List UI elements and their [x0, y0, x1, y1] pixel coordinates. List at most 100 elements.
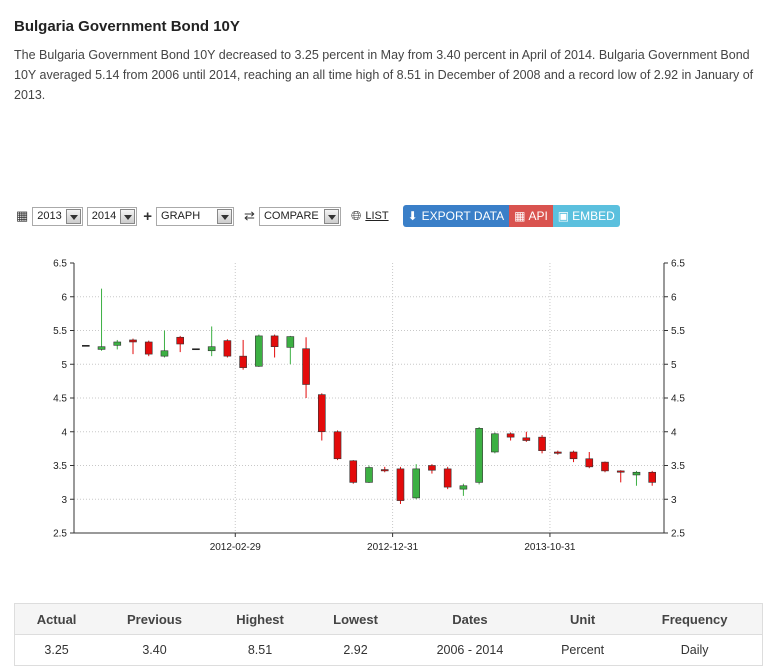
y-tick-label-right: 5: [671, 360, 677, 371]
candlestick-chart: 2.5 2.5 3 3 3.5 3.5 4 4 4.5 4.5 5 5 5.5 5.5 6 6 6.5 6.5 20…: [53, 259, 685, 551]
list-link[interactable]: LIST: [365, 210, 389, 222]
stats-header-0: Actual: [14, 603, 99, 635]
compare-value: COMPARE: [263, 210, 319, 222]
candle-body: [522, 437, 531, 441]
y-tick-label-right: 5.5: [671, 326, 685, 337]
stats-header-5: Unit: [537, 603, 628, 635]
candle-body: [349, 460, 358, 483]
export-label: EXPORT DATA: [421, 209, 505, 223]
y-tick-label-left: 5: [61, 360, 67, 371]
candle-body: [632, 471, 641, 476]
stats-header-3: Lowest: [309, 603, 402, 635]
stats-value-6: Daily: [680, 643, 709, 657]
candle-body: [396, 468, 405, 501]
calendar-icon: ▦: [16, 208, 29, 223]
chevron-down-icon: [65, 208, 81, 224]
candle-body: [270, 335, 279, 348]
y-tick-label-left: 2.5: [53, 529, 67, 540]
year-from-select[interactable]: 2013: [32, 206, 83, 226]
embed-label: EMBED: [572, 209, 615, 223]
x-tick-label: 2013-10-31: [524, 542, 576, 550]
candle-body: [333, 431, 342, 460]
candle-body: [286, 336, 295, 348]
y-tick-label-right: 4.5: [671, 394, 685, 405]
plus-icon: +: [143, 207, 153, 225]
candle-body: [648, 471, 657, 483]
download-icon: ⬇: [407, 209, 418, 223]
stats-value-5: Percent: [561, 643, 605, 657]
stats-header-1: Previous: [98, 603, 211, 635]
candle-body: [443, 468, 452, 488]
chevron-down-icon: [217, 208, 233, 224]
chevron-down-icon: [323, 208, 339, 224]
candle-body: [412, 468, 421, 499]
stats-header-row: Actual Previous Highest Lowest Dates Unit Freq…: [14, 603, 763, 635]
candle-body: [317, 394, 326, 433]
candle-body: [82, 345, 90, 347]
x-tick-label: 2012-02-29: [210, 542, 262, 550]
candle-body: [428, 465, 436, 471]
chart-type-select[interactable]: GRAPH: [156, 206, 235, 226]
stats-table: Actual Previous Highest Lowest Dates Unit Freq…: [14, 603, 763, 666]
candle-body: [207, 346, 216, 352]
compare-select[interactable]: COMPARE: [258, 206, 341, 226]
y-tick-label-right: 3.5: [671, 461, 685, 472]
y-tick-label-right: 4: [671, 427, 677, 438]
api-button[interactable]: ▦ API: [509, 205, 553, 227]
candle-body: [491, 433, 499, 453]
chart-type-value: GRAPH: [161, 210, 201, 222]
stats-value-0: 3.25: [44, 643, 69, 657]
y-tick-label-right: 6: [671, 292, 677, 303]
candle-body: [144, 341, 153, 355]
shuffle-icon: ⇄: [244, 208, 255, 223]
candle-body: [365, 467, 373, 483]
candle-body: [239, 355, 247, 368]
page-title: Bulgaria Government Bond 10Y: [14, 18, 240, 35]
candle-body: [223, 340, 232, 357]
candle-body: [255, 335, 263, 367]
candle-body: [538, 436, 546, 451]
candle-body: [380, 469, 389, 472]
stats-header-6: Frequency: [627, 603, 763, 635]
candle-body: [97, 346, 106, 350]
export-data-button[interactable]: ⬇ EXPORT DATA: [402, 205, 510, 227]
y-tick-label-left: 4.5: [53, 394, 67, 405]
stats-value-2: 8.51: [247, 643, 273, 657]
year-to-value: 2014: [91, 210, 117, 222]
x-tick-label: 2012-12-31: [367, 542, 419, 550]
stats-value-row: 3.25 3.40 8.51 2.92 2006 - 2014 Percent Daily: [15, 635, 763, 666]
chart-toolbar: ▦ 2013 2014 + GRAPH ⇄ COMPARE 🌐︎ LIST ⬇ …: [14, 205, 620, 227]
candle-body: [506, 433, 515, 438]
candle-body: [601, 461, 609, 472]
candle-body: [569, 451, 578, 460]
year-to-select[interactable]: 2014: [86, 206, 138, 226]
year-from-value: 2013: [37, 210, 62, 222]
candle-body: [160, 350, 169, 357]
candle-body: [176, 336, 184, 345]
image-icon: ▣: [557, 209, 570, 223]
candle-body: [113, 341, 122, 346]
stats-value-4: 2006 - 2014: [436, 643, 504, 657]
candle-body: [129, 339, 137, 343]
grid-icon: ▦: [514, 209, 526, 223]
y-tick-label-left: 5.5: [53, 326, 67, 337]
candle-body: [616, 470, 625, 473]
stats-value-3: 2.92: [343, 643, 368, 657]
candle-body: [302, 348, 310, 385]
description: The Bulgaria Government Bond 10Y decreas…: [14, 48, 754, 102]
y-tick-label-left: 6: [61, 292, 67, 303]
candle-body: [192, 348, 200, 351]
stats-header-4: Dates: [401, 603, 538, 635]
candle-body: [459, 485, 468, 490]
candle-body: [585, 458, 594, 468]
globe-icon: 🌐︎: [350, 208, 362, 223]
embed-button[interactable]: ▣ EMBED: [552, 205, 620, 227]
chevron-down-icon: [120, 208, 136, 224]
candle-body: [475, 428, 483, 483]
y-tick-label-left: 3.5: [53, 461, 67, 472]
y-tick-label-left: 6.5: [53, 259, 67, 270]
y-tick-label-right: 3: [671, 495, 677, 506]
candle-body: [553, 451, 562, 454]
api-label: API: [528, 209, 548, 223]
stats-value-1: 3.40: [142, 643, 167, 657]
